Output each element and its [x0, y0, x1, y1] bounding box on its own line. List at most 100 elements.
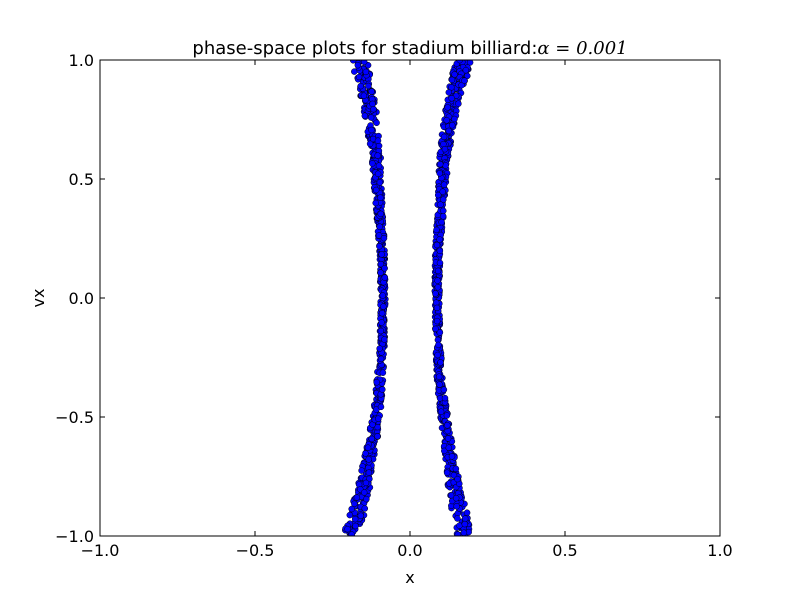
scatter-point: [377, 269, 384, 276]
scatter-point: [456, 522, 463, 529]
scatter-point: [439, 188, 446, 195]
scatter-point: [377, 210, 385, 218]
scatter-point: [374, 170, 382, 178]
scatter-point: [376, 345, 383, 352]
scatter-point: [433, 317, 441, 325]
scatter-point: [374, 137, 382, 144]
scatter-point: [376, 179, 384, 186]
scatter-point: [377, 260, 385, 268]
scatter-point: [368, 88, 375, 95]
scatter-point: [365, 82, 372, 90]
scatter-point: [353, 494, 361, 501]
scatter-point: [437, 201, 444, 208]
scatter-point: [451, 115, 458, 123]
scatter-point: [443, 117, 450, 124]
scatter-point: [378, 319, 385, 326]
scatter-point: [357, 82, 364, 90]
scatter-point: [346, 511, 354, 519]
scatter-point: [373, 379, 380, 386]
scatter-point: [377, 327, 385, 335]
y-axis-label: vx: [29, 289, 48, 308]
scatter-point: [358, 467, 365, 474]
scatter-point: [442, 162, 449, 169]
scatter-point: [374, 152, 381, 159]
scatter-point: [435, 373, 443, 380]
scatter-point: [462, 66, 470, 74]
scatter-point: [363, 495, 370, 503]
scatter-point: [352, 522, 359, 530]
scatter-point: [378, 309, 386, 317]
scatter-point: [439, 213, 447, 220]
scatter-point: [380, 303, 387, 310]
y-tick-label: −1.0: [55, 527, 94, 546]
scatter-point: [344, 525, 351, 533]
scatter-point: [455, 100, 462, 107]
scatter-point: [437, 408, 445, 415]
scatter-point: [433, 241, 441, 249]
scatter-point: [366, 140, 374, 148]
scatter-point: [436, 160, 444, 168]
scatter-point: [362, 479, 370, 487]
y-tick-label: 0.0: [69, 289, 94, 308]
scatter-point: [444, 422, 451, 429]
scatter-point: [355, 73, 363, 81]
scatter-point: [436, 236, 443, 243]
scatter-point: [448, 121, 456, 129]
scatter-layer: [342, 60, 474, 536]
scatter-point: [381, 274, 389, 281]
axis-ticks: −1.0 −0.5 0.0 0.5 1.0 −1.0 −0.5 0.0 0.5 1.0: [55, 51, 733, 560]
scatter-point: [365, 456, 372, 463]
scatter-point: [365, 469, 373, 476]
scatter-point: [379, 369, 387, 376]
x-axis-label: x: [405, 568, 414, 587]
scatter-point: [445, 444, 453, 451]
scatter-point: [441, 145, 449, 153]
scatter-point: [377, 194, 384, 201]
scatter-point: [448, 76, 456, 84]
scatter-point: [380, 234, 388, 242]
scatter-point: [434, 267, 442, 275]
scatter-point: [451, 71, 458, 78]
scatter-point: [440, 196, 447, 203]
scatter-point: [375, 232, 383, 239]
x-tick-label: −0.5: [236, 541, 275, 560]
scatter-point: [433, 304, 441, 312]
scatter-point: [372, 199, 379, 207]
scatter-point: [436, 247, 444, 255]
scatter-point: [444, 435, 452, 442]
x-tick-label: 0.0: [397, 541, 422, 560]
scatter-point: [351, 515, 359, 523]
scatter-point: [362, 68, 370, 76]
scatter-point: [357, 512, 365, 520]
scatter-point: [360, 489, 368, 496]
y-tick-label: 0.5: [69, 170, 94, 189]
scatter-point: [440, 133, 448, 141]
scatter-point: [348, 505, 355, 513]
chart-title: phase-space plots for stadium billiard:α…: [192, 38, 627, 59]
scatter-point: [361, 505, 369, 512]
scatter-point: [368, 126, 375, 134]
scatter-point: [444, 104, 451, 111]
scatter-point: [435, 341, 442, 349]
scatter-point: [463, 509, 471, 516]
scatter-point: [432, 290, 439, 297]
scatter-point: [452, 494, 460, 502]
chart-title-text: phase-space plots for stadium billiard:: [192, 38, 537, 59]
scatter-point: [369, 160, 376, 167]
scatter-point: [441, 447, 448, 455]
x-tick-label: 1.0: [707, 541, 732, 560]
scatter-point: [373, 119, 380, 127]
plot-area-frame: [99, 59, 721, 537]
scatter-point: [374, 433, 381, 440]
scatter-point: [461, 515, 469, 522]
scatter-point: [438, 218, 445, 226]
scatter-point: [379, 292, 387, 299]
scatter-band-left: [342, 60, 389, 536]
scatter-point: [445, 127, 453, 135]
scatter-band-right: [431, 60, 474, 536]
scatter-point: [440, 207, 447, 215]
scatter-point: [436, 381, 443, 388]
scatter-point: [377, 403, 385, 411]
